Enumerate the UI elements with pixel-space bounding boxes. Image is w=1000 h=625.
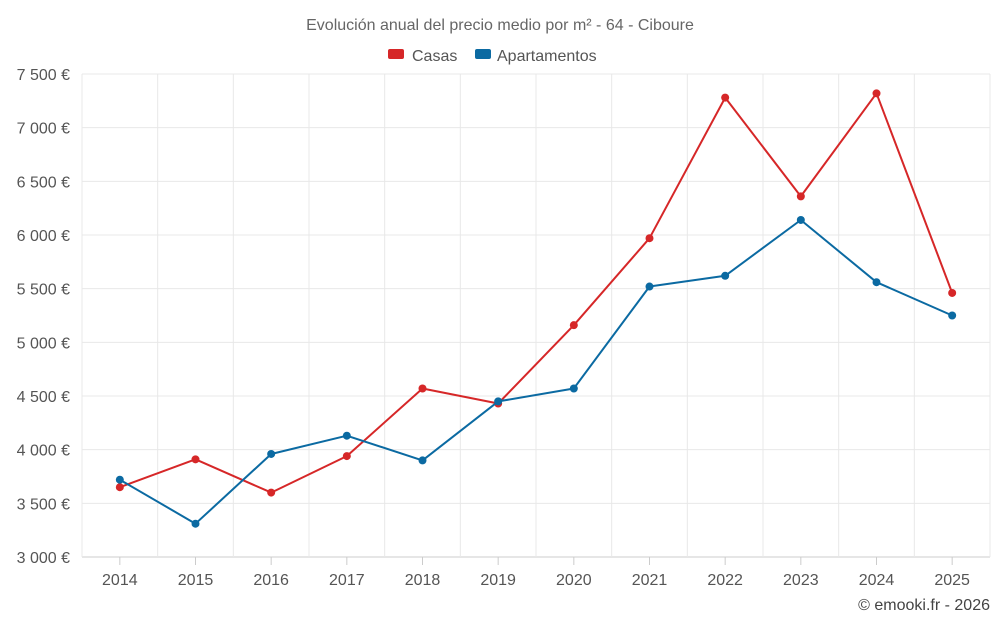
y-axis-ticks: 3 000 € 3 500 € 4 000 € 4 500 € 5 000 € 5 500… [17,67,70,567]
x-tick-label: 2019 [480,572,516,589]
y-tick-label: 4 500 € [17,389,70,406]
x-tick-label: 2025 [934,572,970,589]
data-point-apartamentos[interactable] [191,519,200,528]
credit-text: © emooki.fr - 2026 [858,597,990,614]
data-point-casas[interactable] [267,488,276,497]
data-point-apartamentos[interactable] [721,271,730,280]
data-point-apartamentos[interactable] [494,397,503,406]
x-tick-label: 2024 [859,572,895,589]
x-axis-ticks: 2014 2015 2016 2017 2018 2019 2020 2021 2022 2023… [102,557,970,589]
data-point-casas[interactable] [645,234,654,243]
data-point-apartamentos[interactable] [872,278,881,287]
y-tick-label: 7 000 € [17,121,70,138]
data-point-apartamentos[interactable] [418,456,427,465]
x-tick-label: 2021 [632,572,668,589]
legend-swatch-casas [388,49,404,59]
y-tick-label: 5 000 € [17,335,70,352]
data-point-apartamentos[interactable] [267,449,276,458]
grid [81,73,991,558]
y-tick-label: 5 500 € [17,282,70,299]
y-tick-label: 7 500 € [17,67,70,84]
y-tick-label: 6 000 € [17,228,70,245]
legend-label-apartamentos[interactable]: Apartamentos [497,48,597,65]
x-tick-label: 2017 [329,572,365,589]
data-point-apartamentos[interactable] [342,431,351,440]
data-point-casas[interactable] [721,93,730,102]
y-tick-label: 3 500 € [17,496,70,513]
series-line-casas [119,92,954,494]
x-tick-label: 2022 [707,572,743,589]
legend-label-casas[interactable]: Casas [412,48,457,65]
data-point-casas[interactable] [191,455,200,464]
data-point-apartamentos[interactable] [796,215,805,224]
data-point-apartamentos[interactable] [948,311,957,320]
data-point-apartamentos[interactable] [645,282,654,291]
x-tick-label: 2020 [556,572,592,589]
y-tick-label: 4 000 € [17,443,70,460]
data-point-casas[interactable] [796,192,805,201]
data-point-casas[interactable] [872,89,881,98]
legend: Casas Apartamentos [388,48,597,65]
x-tick-label: 2014 [102,572,138,589]
y-tick-label: 3 000 € [17,550,70,567]
data-point-apartamentos[interactable] [569,384,578,393]
legend-swatch-apartamentos [475,49,491,59]
x-tick-label: 2015 [178,572,214,589]
x-tick-label: 2016 [253,572,289,589]
y-tick-label: 6 500 € [17,174,70,191]
data-point-casas[interactable] [115,483,124,492]
data-point-casas[interactable] [948,288,957,297]
series-line-apartamentos [119,219,953,525]
data-point-casas[interactable] [569,321,578,330]
chart-title: Evolución anual del precio medio por m² … [306,17,694,34]
x-tick-label: 2018 [405,572,441,589]
data-point-apartamentos[interactable] [115,475,124,484]
data-point-casas[interactable] [418,384,427,393]
series-lines [115,89,957,528]
x-tick-label: 2023 [783,572,819,589]
data-point-casas[interactable] [342,452,351,461]
